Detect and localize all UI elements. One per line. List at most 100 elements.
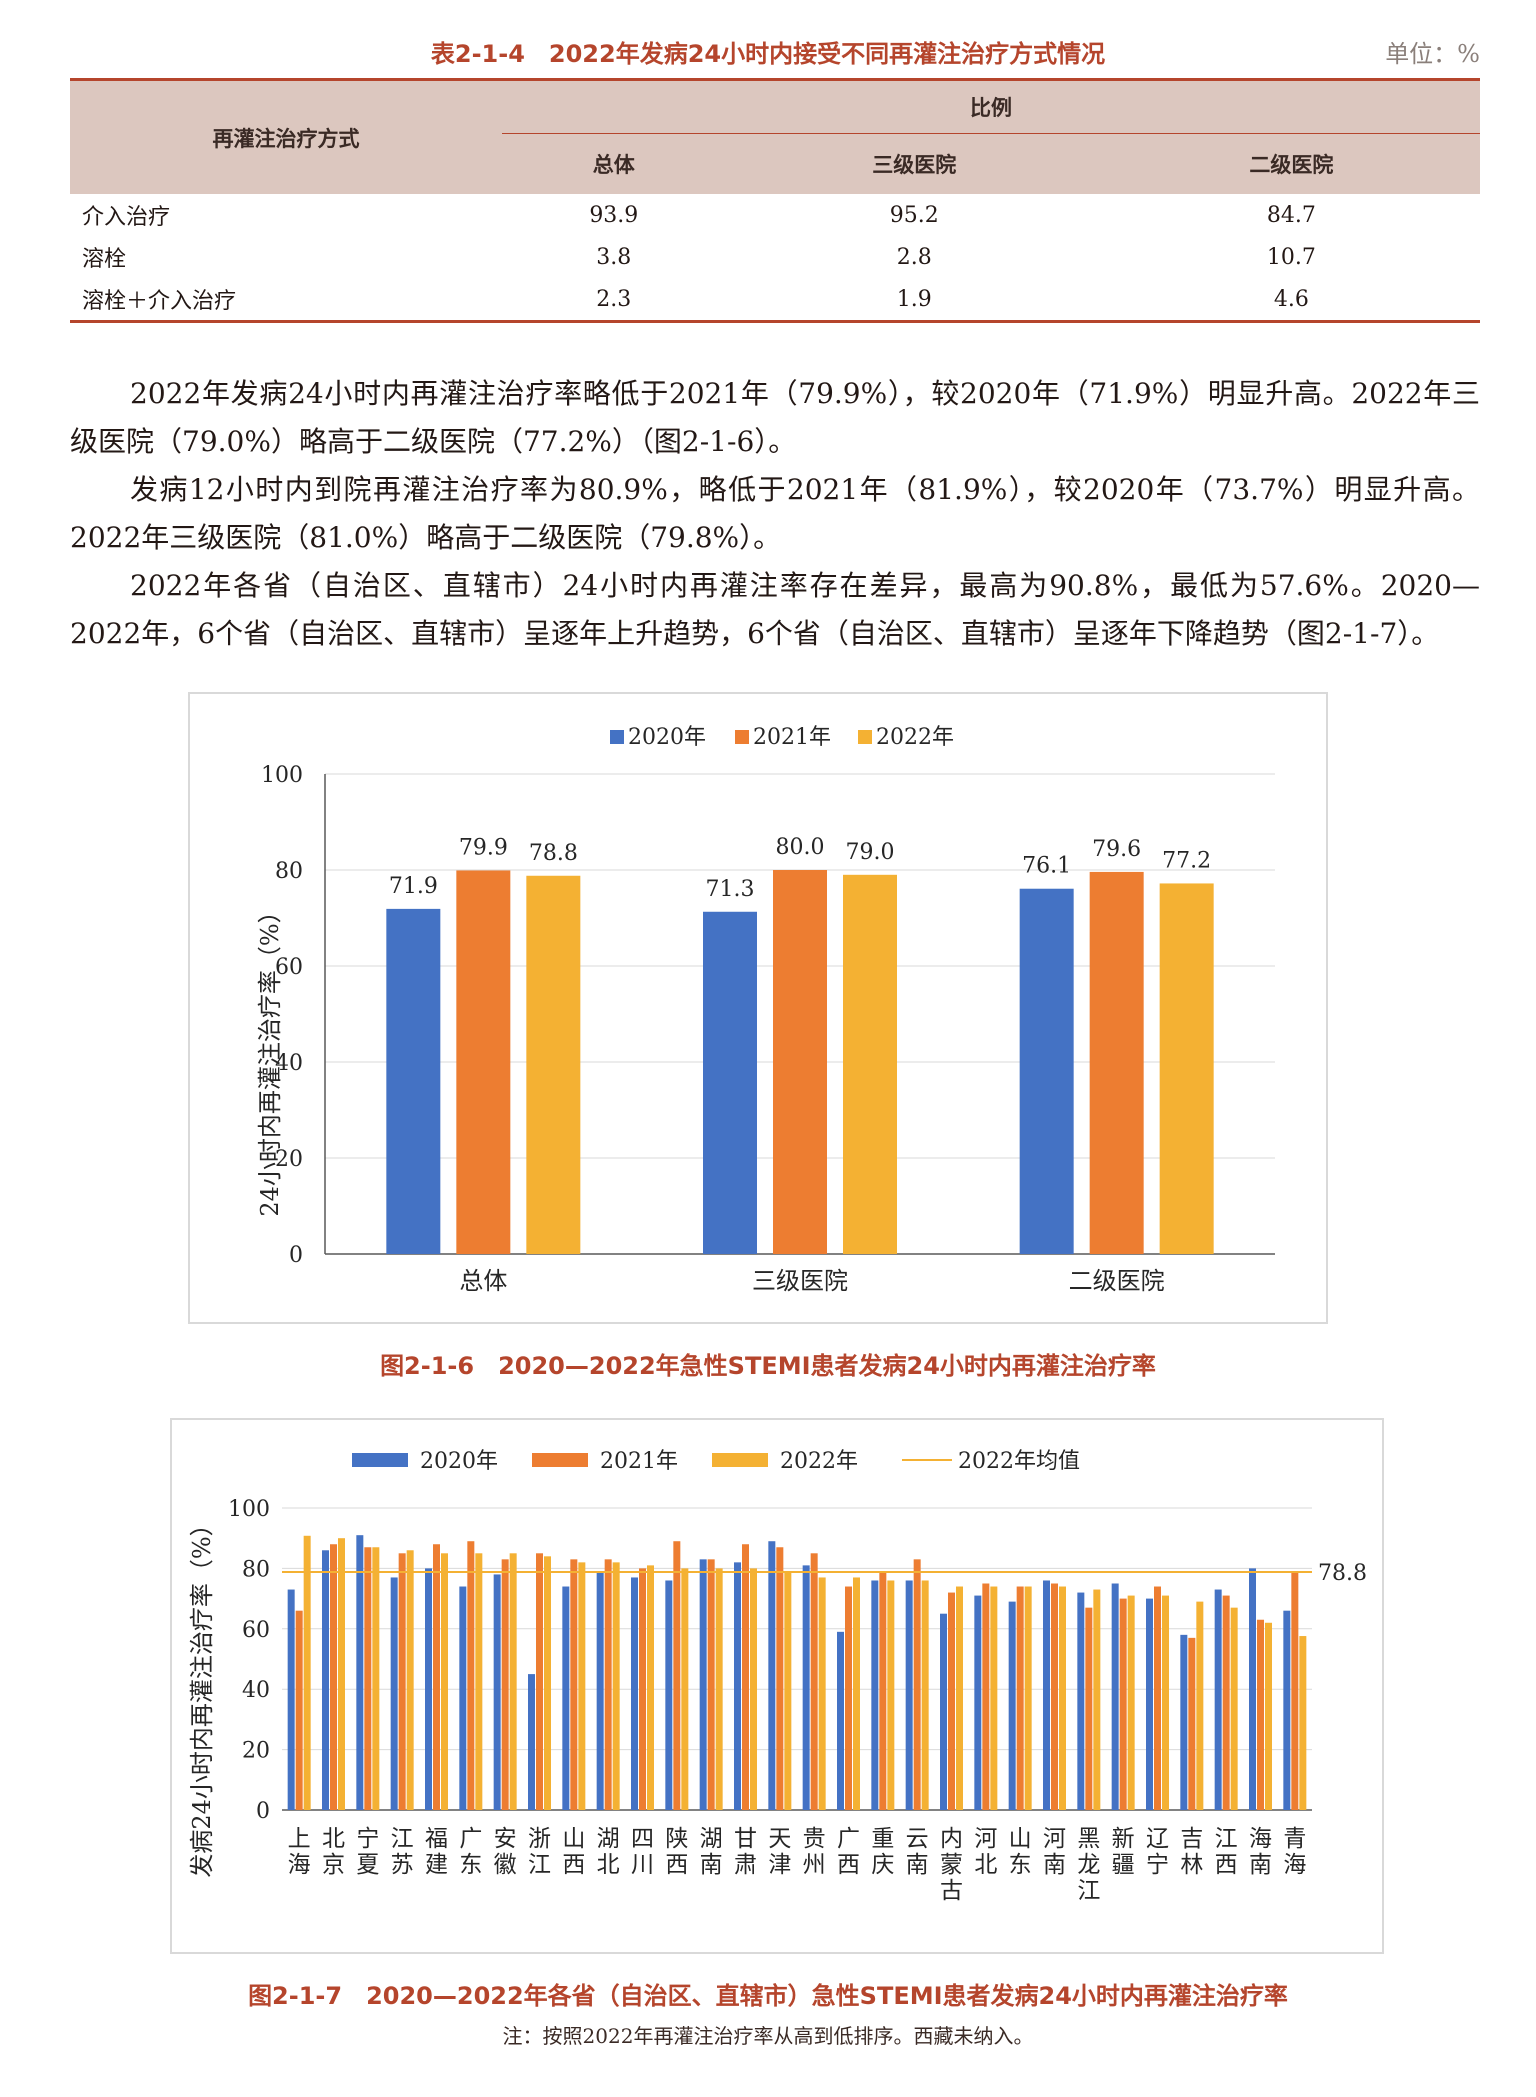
bar <box>905 1580 913 1810</box>
x-tick-label: 北京 <box>322 1826 345 1878</box>
y-axis-label: 24小时内再灌注治疗率（%） <box>256 899 284 1216</box>
bar <box>406 1550 414 1810</box>
bar <box>441 1553 448 1810</box>
data-label: 80.0 <box>776 835 825 860</box>
y-tick-label: 40 <box>242 1678 270 1703</box>
data-label: 76.1 <box>1022 854 1071 879</box>
bar <box>773 870 827 1254</box>
x-tick-label: 江西 <box>1215 1826 1238 1878</box>
bar <box>681 1568 689 1810</box>
x-tick-label: 青海 <box>1283 1826 1306 1878</box>
bar <box>295 1610 303 1810</box>
table-header-ratio: 比例 <box>502 78 1480 134</box>
legend-swatch <box>735 730 749 744</box>
legend-swatch <box>610 730 624 744</box>
x-tick-label: 陕西 <box>665 1826 688 1878</box>
x-tick-label: 河北 <box>974 1826 997 1878</box>
bar <box>990 1586 998 1810</box>
x-tick-label: 福建 <box>425 1826 448 1878</box>
data-label: 79.6 <box>1092 837 1141 862</box>
figure-note: 注：按照2022年再灌注治疗率从高到低排序。西藏未纳入。 <box>502 2024 1034 2048</box>
table-header-col: 总体 <box>502 133 726 194</box>
bar <box>604 1559 612 1810</box>
bar <box>845 1586 852 1810</box>
legend-label: 2022年均值 <box>958 1449 1080 1474</box>
bar <box>956 1586 963 1810</box>
bar <box>1230 1607 1238 1810</box>
y-tick-label: 0 <box>289 1243 303 1268</box>
x-tick-label: 重庆 <box>871 1826 894 1878</box>
bar <box>1093 1589 1101 1810</box>
bar <box>921 1580 929 1810</box>
row-label: 介入治疗 <box>82 205 171 230</box>
data-label: 71.9 <box>389 874 438 899</box>
bar <box>707 1559 715 1810</box>
bar <box>1024 1586 1032 1810</box>
bar <box>1089 871 1144 1254</box>
bar <box>578 1562 586 1810</box>
bar <box>1283 1610 1291 1810</box>
bar <box>948 1592 955 1810</box>
x-tick-label: 吉林 <box>1180 1826 1203 1878</box>
bar <box>433 1544 440 1810</box>
bar <box>501 1559 509 1810</box>
legend-swatch <box>352 1453 408 1467</box>
x-tick-label: 辽宁 <box>1146 1826 1169 1878</box>
bar <box>1265 1622 1272 1810</box>
x-tick-label: 山东 <box>1009 1826 1032 1878</box>
paragraph: 发病12小时内到院再灌注治疗率为80.9%，略低于2021年（81.9%），较2… <box>70 473 1480 554</box>
cell: 4.6 <box>1273 286 1309 312</box>
bar <box>456 870 511 1254</box>
legend-label: 2020年 <box>420 1449 498 1474</box>
bar <box>631 1577 638 1810</box>
bar <box>1119 1598 1127 1810</box>
figure-caption: 图2-1-6 2020—2022年急性STEMI患者发病24小时内再灌注治疗率 <box>380 1352 1156 1380</box>
reperfusion-table: 再灌注治疗方式 比例 总体 三级医院 二级医院 介入治疗 93.9 95.2 8… <box>70 78 1480 323</box>
bar <box>1043 1580 1050 1810</box>
bar <box>818 1577 826 1810</box>
x-tick-label: 浙江 <box>528 1826 551 1878</box>
bar <box>940 1613 947 1810</box>
bar <box>802 1565 810 1810</box>
bar <box>526 875 581 1254</box>
bar <box>493 1574 501 1810</box>
bar <box>1059 1586 1066 1810</box>
x-tick-label: 湖北 <box>597 1826 620 1878</box>
table-header-method: 再灌注治疗方式 <box>70 78 502 194</box>
legend-swatch <box>858 730 872 744</box>
table-header-col: 二级医院 <box>1102 133 1480 194</box>
bar <box>871 1580 879 1810</box>
y-tick-label: 0 <box>256 1799 270 1824</box>
bar <box>386 908 441 1254</box>
bar <box>1008 1601 1016 1810</box>
bar <box>750 1568 757 1810</box>
bar <box>853 1577 860 1810</box>
bar <box>1257 1619 1264 1810</box>
x-tick-label: 新疆 <box>1112 1826 1135 1878</box>
cell: 93.9 <box>589 202 639 228</box>
bar <box>673 1541 681 1810</box>
legend-label: 2021年 <box>600 1449 678 1474</box>
bar <box>570 1559 578 1810</box>
bar <box>843 874 897 1254</box>
bar <box>356 1535 364 1810</box>
bar <box>665 1580 673 1810</box>
bar <box>509 1553 517 1810</box>
x-tick-label: 贵州 <box>803 1826 826 1878</box>
bar <box>467 1541 475 1810</box>
x-tick-label: 三级医院 <box>752 1267 848 1295</box>
bar <box>703 911 757 1254</box>
bar <box>303 1535 311 1810</box>
x-tick-label: 山西 <box>562 1826 585 1878</box>
data-label: 71.3 <box>706 877 755 902</box>
figure-caption: 图2-1-7 2020—2022年各省（自治区、直辖市）急性STEMI患者发病2… <box>248 1982 1288 2010</box>
bar <box>459 1586 467 1810</box>
bar <box>1299 1636 1307 1810</box>
y-tick-label: 40 <box>275 1051 303 1076</box>
bar <box>879 1571 887 1810</box>
bar <box>1016 1586 1024 1810</box>
legend-swatch <box>712 1453 768 1467</box>
y-tick-label: 60 <box>275 955 303 980</box>
x-tick-label: 二级医院 <box>1069 1267 1165 1295</box>
bar <box>1154 1586 1161 1810</box>
